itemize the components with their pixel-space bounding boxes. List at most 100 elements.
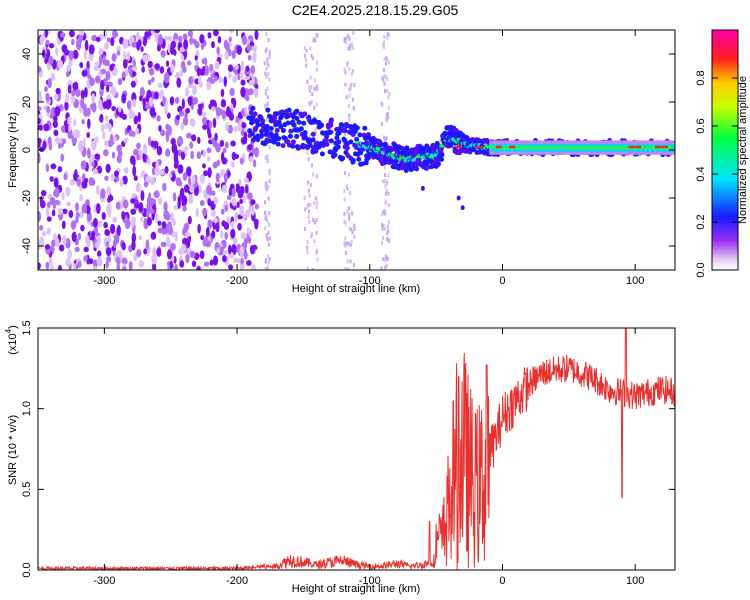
noise-cell	[168, 125, 172, 136]
noise-cell	[80, 224, 85, 232]
noise-cell	[96, 256, 103, 267]
noise-cell	[70, 220, 77, 230]
streak-cell	[264, 259, 267, 264]
noise-cell	[155, 212, 159, 224]
noise-cell	[165, 60, 170, 67]
streak-cell	[305, 57, 308, 62]
streak-cell	[383, 44, 386, 49]
noise-cell	[164, 165, 169, 174]
noise-cell	[121, 257, 128, 265]
ridge-cell	[434, 141, 440, 147]
ridge-cell	[348, 139, 354, 145]
ridge-cell	[275, 141, 281, 147]
noise-cell	[149, 208, 155, 214]
noise-cell	[133, 148, 139, 156]
noise-cell	[157, 220, 162, 226]
streak-cell	[347, 104, 350, 109]
noise-cell	[169, 43, 175, 55]
noise-cell	[91, 161, 95, 167]
noise-cell	[111, 53, 117, 62]
noise-cell	[91, 93, 96, 104]
noise-cell	[195, 208, 199, 218]
noise-cell	[116, 250, 123, 258]
noise-cell	[222, 147, 227, 154]
streak-cell	[306, 245, 309, 250]
noise-cell	[186, 60, 192, 66]
streak-cell	[388, 92, 391, 97]
ridge-cell	[272, 115, 278, 121]
noise-cell	[106, 255, 112, 263]
noise-cell	[130, 111, 136, 119]
noise-cell	[243, 131, 248, 141]
noise-cell	[179, 260, 185, 268]
noise-cell	[80, 89, 85, 100]
noise-cell	[240, 86, 246, 98]
streak-cell	[352, 45, 355, 50]
streak-cell	[386, 237, 389, 242]
streak-cell	[384, 74, 387, 79]
noise-cell	[158, 124, 162, 132]
noise-cell	[100, 123, 105, 133]
streak-cell	[306, 150, 309, 155]
noise-cell	[244, 209, 251, 218]
noise-cell	[148, 68, 155, 76]
noise-cell	[71, 89, 76, 97]
streak-cell	[313, 239, 316, 244]
noise-cell	[197, 76, 202, 85]
noise-cell	[46, 106, 51, 113]
noise-cell	[121, 71, 126, 78]
noise-cell	[83, 49, 87, 60]
noise-cell	[206, 147, 212, 154]
colorbar-tick-label: 0.0	[695, 262, 707, 277]
noise-cell	[38, 106, 42, 112]
streak-cell	[264, 226, 267, 231]
noise-cell	[243, 251, 248, 260]
streak-cell	[353, 234, 356, 239]
streak-cell	[343, 197, 346, 202]
noise-cell	[240, 257, 244, 265]
noise-cell	[228, 111, 233, 118]
noise-cell	[39, 236, 45, 247]
noise-cell	[215, 142, 221, 153]
streak-cell	[386, 224, 389, 229]
streak-cell	[265, 66, 268, 71]
noise-cell	[181, 98, 185, 109]
noise-cell	[197, 106, 203, 116]
ridge-cell	[340, 127, 346, 133]
noise-cell	[121, 140, 126, 148]
streak-cell	[266, 117, 269, 122]
noise-cell	[189, 250, 196, 259]
streak-cell	[353, 82, 356, 87]
noise-cell	[81, 69, 88, 77]
noise-cell	[39, 35, 44, 45]
noise-cell	[174, 97, 180, 104]
streak-cell	[308, 85, 311, 90]
streak-cell	[310, 234, 313, 239]
noise-cell	[214, 132, 218, 142]
streak-cell	[315, 204, 318, 209]
noise-cell	[64, 124, 69, 134]
noise-cell	[90, 103, 94, 111]
streak-cell	[343, 67, 346, 72]
noise-cell	[104, 140, 109, 147]
noise-cell	[166, 112, 171, 119]
noise-cell	[45, 261, 50, 270]
noise-cell	[228, 30, 235, 34]
ridge-cell	[302, 111, 308, 117]
noise-cell	[180, 54, 185, 61]
noise-cell	[45, 206, 50, 217]
noise-cell	[122, 266, 127, 270]
streak-cell	[264, 216, 267, 221]
streak-cell	[382, 236, 385, 241]
noise-cell	[221, 156, 227, 165]
noise-cell	[177, 164, 184, 174]
noise-cell	[38, 211, 42, 222]
noise-cell	[99, 113, 104, 123]
noise-cell	[39, 224, 44, 231]
noise-cell	[203, 261, 210, 267]
noise-cell	[190, 150, 195, 160]
streak-cell	[267, 196, 270, 201]
ridge-cell	[301, 120, 307, 126]
streak-cell	[348, 113, 351, 118]
noise-cell	[212, 255, 219, 266]
